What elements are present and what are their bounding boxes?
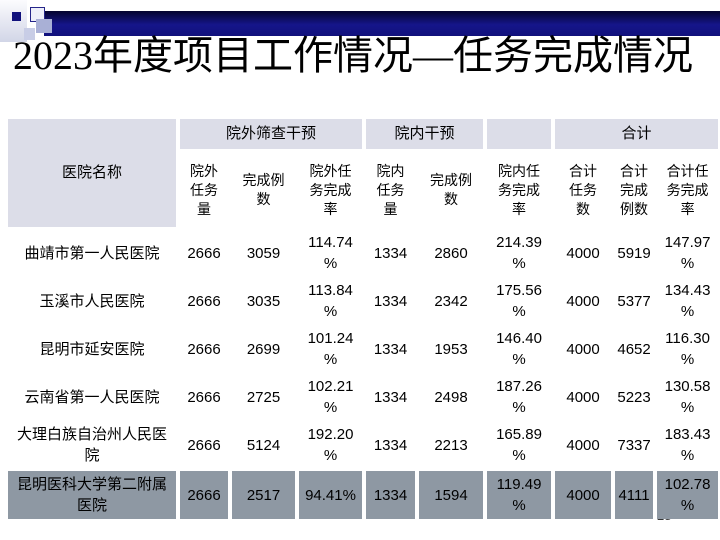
value-cell: 113.84 %	[308, 282, 353, 320]
sub-header-inside-completed: 完成例 数	[430, 172, 473, 207]
value-cell: 4000	[555, 471, 612, 519]
value-cell: 2666	[187, 244, 221, 262]
title-accent-bar	[44, 11, 720, 36]
sub-header-outside-completed: 完成例 数	[242, 172, 285, 207]
group-header-total: 合计	[555, 119, 719, 149]
deco-square-medium	[36, 19, 52, 33]
value-cell: 147.97 %	[664, 234, 711, 272]
value-cell: 4111	[615, 471, 654, 519]
value-cell: 4000	[566, 436, 600, 454]
sub-header-inside-task: 院内 任务 量	[376, 162, 405, 217]
hospital-name-cell: 玉溪市人民医院	[39, 292, 145, 310]
value-cell: 146.40 %	[496, 330, 542, 368]
table-row: 曲靖市第一人民医院 2666 3059 114.74 % 1334 2860 2…	[8, 231, 718, 275]
deco-square-pale	[24, 28, 35, 40]
value-cell: 1334	[373, 292, 408, 310]
value-cell: 114.74 %	[308, 234, 353, 272]
sub-header-total-rate: 合计任 务完成 率	[666, 162, 709, 217]
table-row: 云南省第一人民医院 2666 2725 102.21 % 1334 2498 1…	[8, 375, 718, 419]
hospital-name-cell: 曲靖市第一人民医院	[24, 244, 160, 262]
value-cell: 4000	[566, 244, 600, 262]
hospital-name-header: 医院名称	[8, 119, 176, 227]
value-cell: 4652	[617, 340, 651, 358]
group-header-empty	[487, 119, 552, 149]
table-row-highlighted: 昆明医科大学第二附属 医院 2666 2517 94.41% 1334 1594…	[8, 471, 719, 519]
value-cell: 102.21 %	[307, 378, 354, 416]
value-cell: 101.24 %	[307, 330, 354, 368]
value-cell: 116.30 %	[665, 330, 710, 368]
table-group-header-row: 医院名称 院外筛查干预 院内干预 合计	[8, 119, 719, 227]
hospital-name-cell: 大理白族自治州人民医 院	[16, 426, 167, 464]
value-cell: 5124	[246, 436, 281, 454]
sub-header-inside-rate: 院内任 务完成 率	[498, 162, 541, 217]
value-cell: 2342	[434, 292, 468, 310]
slide-title: 2023年度项目工作情况—任务完成情况	[13, 33, 693, 78]
deco-gradient-strip	[0, 0, 27, 42]
value-cell: 130.58 %	[664, 378, 711, 416]
value-cell: 2666	[187, 436, 221, 454]
value-cell: 119.49 %	[487, 471, 552, 519]
value-cell: 4000	[566, 292, 600, 310]
sub-header-outside-task: 院外 任务 量	[190, 162, 218, 217]
value-cell: 1953	[434, 340, 468, 358]
value-cell: 5223	[617, 388, 651, 406]
value-cell: 2699	[246, 340, 281, 358]
value-cell: 94.41%	[299, 471, 363, 519]
value-cell: 2517	[232, 471, 295, 519]
sub-header-total-task: 合计 任务 数	[569, 162, 598, 217]
value-cell: 214.39 %	[496, 234, 542, 272]
table-row: 大理白族自治州人民医 院 2666 5124 192.20 % 1334 221…	[8, 423, 718, 467]
value-cell: 165.89 %	[496, 426, 542, 464]
value-cell: 1334	[373, 244, 408, 262]
value-cell: 5919	[617, 244, 651, 262]
value-cell: 1334	[373, 436, 408, 454]
value-cell: 2725	[246, 388, 281, 406]
deco-square-navy	[12, 12, 21, 21]
value-cell: 2666	[187, 340, 221, 358]
value-cell: 1334	[373, 340, 408, 358]
value-cell: 4000	[566, 388, 600, 406]
value-cell: 1334	[366, 471, 416, 519]
value-cell: 134.43 %	[664, 282, 711, 320]
table-row: 玉溪市人民医院 2666 3035 113.84 % 1334 2342 175…	[8, 279, 718, 323]
group-header-outside-screening: 院外筛查干预	[180, 119, 363, 149]
value-cell: 102.78 %	[657, 471, 719, 519]
table-sub-header-row: 院外 任务 量 完成例 数 院外任 务完成 率 院内 任务 量 完成例 数 院内…	[8, 153, 718, 227]
value-cell: 1334	[373, 388, 408, 406]
value-cell: 183.43 %	[664, 426, 711, 464]
group-header-inside-intervention: 院内干预	[366, 119, 484, 149]
value-cell: 2666	[187, 388, 221, 406]
table-row: 昆明市延安医院 2666 2699 101.24 % 1334 1953 146…	[8, 327, 718, 371]
value-cell: 2498	[434, 388, 468, 406]
value-cell: 3035	[246, 292, 281, 310]
value-cell: 2860	[434, 244, 468, 262]
hospital-name-cell: 昆明医科大学第二附属 医院	[8, 471, 176, 519]
value-cell: 175.56 %	[496, 282, 542, 320]
value-cell: 2666	[187, 292, 221, 310]
sub-header-outside-rate: 院外任 务完成 率	[309, 162, 352, 217]
hospital-name-cell: 昆明市延安医院	[39, 340, 145, 358]
value-cell: 3059	[246, 244, 281, 262]
value-cell: 5377	[617, 292, 651, 310]
value-cell: 2213	[434, 436, 468, 454]
value-cell: 187.26 %	[496, 378, 542, 416]
value-cell: 2666	[180, 471, 228, 519]
value-cell: 1594	[419, 471, 484, 519]
value-cell: 192.20 %	[307, 426, 354, 464]
value-cell: 7337	[617, 436, 651, 454]
hospital-name-cell: 云南省第一人民医院	[24, 388, 160, 406]
task-completion-table: 医院名称 院外筛查干预 院内干预 合计 院外 任务 量 完成例 数 院外任 务完…	[4, 115, 720, 523]
value-cell: 4000	[566, 340, 600, 358]
sub-header-total-completed: 合计 完成 例数	[620, 162, 649, 217]
